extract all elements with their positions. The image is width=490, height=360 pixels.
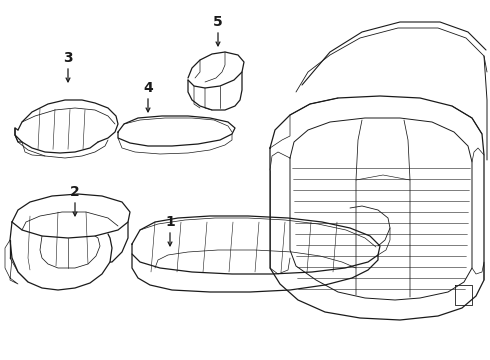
Text: 2: 2 bbox=[70, 185, 80, 199]
Text: 4: 4 bbox=[143, 81, 153, 95]
Text: 3: 3 bbox=[63, 51, 73, 65]
Text: 5: 5 bbox=[213, 15, 223, 29]
Text: 1: 1 bbox=[165, 215, 175, 229]
